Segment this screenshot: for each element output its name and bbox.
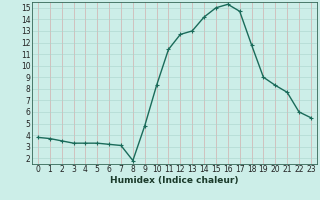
X-axis label: Humidex (Indice chaleur): Humidex (Indice chaleur): [110, 176, 239, 185]
